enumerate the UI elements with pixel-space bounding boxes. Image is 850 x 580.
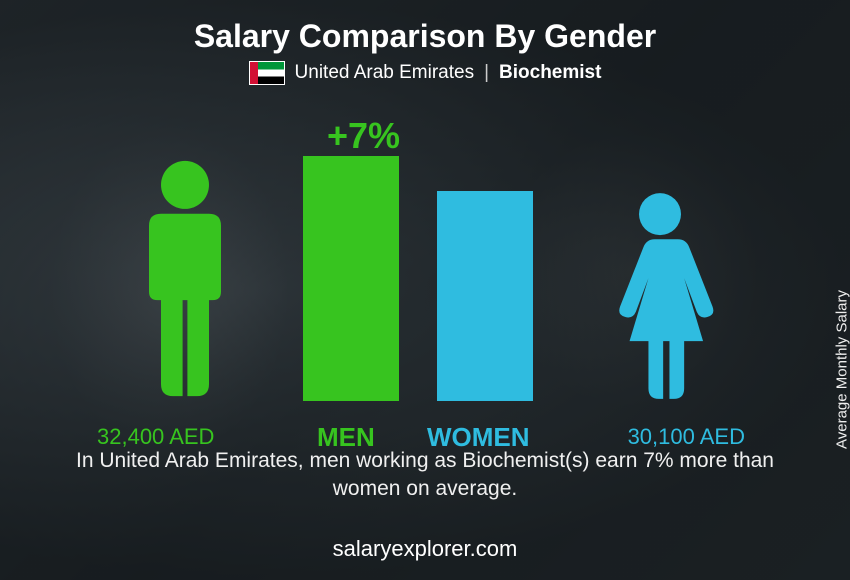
men-salary-bar	[303, 156, 399, 401]
men-label: MEN	[317, 422, 375, 453]
country-label: United Arab Emirates	[295, 62, 475, 84]
uae-flag-icon	[249, 61, 285, 85]
female-person-icon	[595, 191, 725, 401]
male-person-icon	[125, 156, 245, 401]
gender-salary-chart: +7% 32,400 AED MEN WOMEN 30,100 AED	[65, 97, 785, 437]
separator: |	[484, 62, 489, 84]
page-title: Salary Comparison By Gender	[194, 18, 656, 55]
infographic-content: Salary Comparison By Gender United Arab …	[0, 0, 850, 580]
women-salary-value: 30,100 AED	[628, 424, 745, 450]
men-salary-value: 32,400 AED	[97, 424, 214, 450]
description-text: In United Arab Emirates, men working as …	[65, 447, 785, 504]
percent-difference: +7%	[327, 115, 400, 157]
job-label: Biochemist	[499, 62, 601, 84]
women-label: WOMEN	[427, 422, 530, 453]
women-salary-bar	[437, 191, 533, 401]
subtitle-row: United Arab Emirates | Biochemist	[249, 61, 602, 85]
